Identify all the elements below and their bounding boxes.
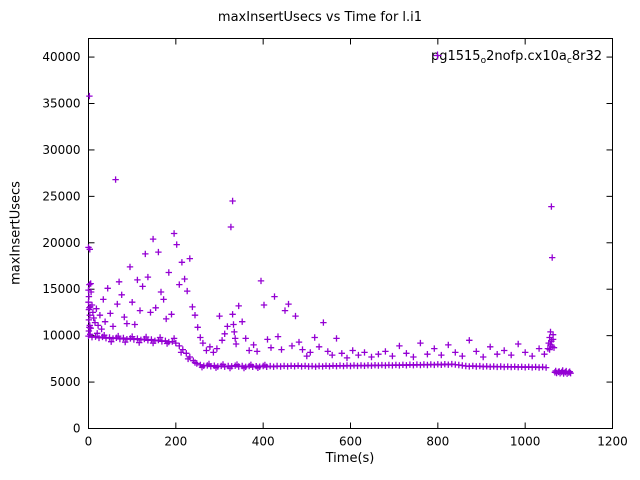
x-tick-label: 0 xyxy=(85,435,93,449)
y-tick-label: 35000 xyxy=(42,97,80,111)
legend-label-part: pg1515 xyxy=(430,49,481,64)
x-tick-label: 400 xyxy=(252,435,275,449)
legend-label: pg1515o2nofp.cx10ac8r32 xyxy=(430,49,602,66)
x-tick-label: 1000 xyxy=(510,435,541,449)
y-tick-label: 25000 xyxy=(42,189,80,203)
chart-title: maxInsertUsecs vs Time for l.i1 xyxy=(217,10,423,25)
legend-marker-plus xyxy=(433,51,442,60)
y-tick-label: 40000 xyxy=(42,50,80,64)
x-tick-label: 800 xyxy=(426,435,449,449)
legend-label-part: o xyxy=(480,56,487,66)
y-tick-label: 0 xyxy=(73,422,81,436)
legend-marker-icon xyxy=(433,51,442,60)
x-tick-label: 200 xyxy=(164,435,187,449)
legend-label-part: 2nofp.cx10a xyxy=(486,49,567,64)
scatter-points xyxy=(85,92,574,377)
y-axis-label: maxInsertUsecs xyxy=(8,181,24,285)
y-tick-label: 5000 xyxy=(50,375,81,389)
legend-label-part: c xyxy=(566,56,572,66)
x-tick-label: 600 xyxy=(339,435,362,449)
y-tick-label: 10000 xyxy=(42,329,80,343)
legend: pg1515o2nofp.cx10ac8r32 xyxy=(430,49,602,66)
plot-border xyxy=(88,38,613,429)
y-tick-label: 30000 xyxy=(42,143,80,157)
x-tick-label: 1200 xyxy=(597,435,628,449)
y-tick-label: 20000 xyxy=(42,236,80,250)
x-axis-label: Time(s) xyxy=(325,451,375,466)
legend-label-part: 8r32 xyxy=(571,49,602,64)
y-tick-label: 15000 xyxy=(42,282,80,296)
